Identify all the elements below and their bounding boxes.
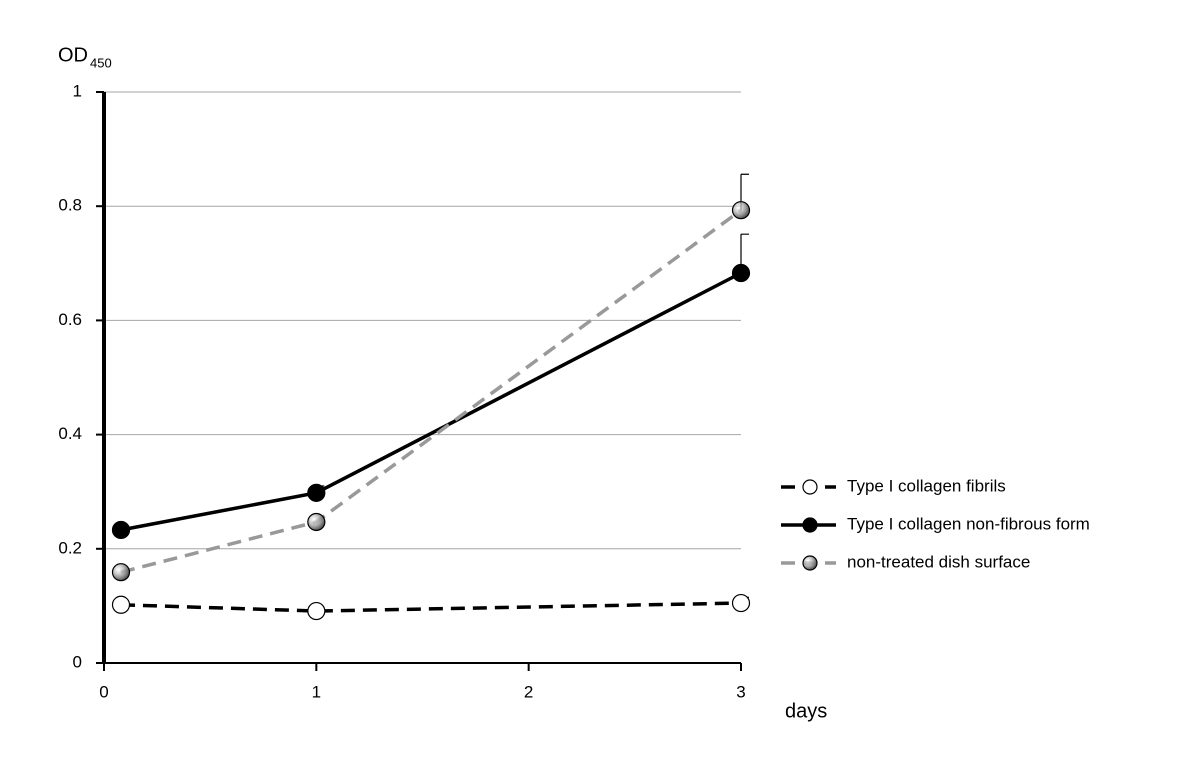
marker — [307, 483, 326, 502]
x-tick-label: 2 — [524, 682, 533, 701]
legend-label: Type I collagen non-fibrous form — [847, 514, 1090, 533]
series-line — [120, 271, 742, 532]
legend-label: Type I collagen fibrils — [847, 476, 1006, 495]
x-tick-label: 3 — [736, 682, 745, 701]
y-axis-label: OD — [58, 44, 88, 66]
marker — [731, 201, 751, 220]
marker — [111, 520, 131, 540]
marker — [307, 601, 326, 621]
legend-marker — [802, 517, 818, 533]
y-tick-label: 1 — [73, 81, 82, 100]
y-axis-label-subscript: 450 — [90, 55, 112, 70]
legend-label: non-treated dish surface — [847, 552, 1030, 571]
series-line — [120, 601, 742, 613]
y-tick-label: 0.8 — [58, 196, 82, 215]
y-tick-label: 0.2 — [58, 538, 82, 557]
marker — [307, 512, 326, 532]
marker — [111, 595, 131, 614]
y-tick-label: 0 — [73, 652, 82, 671]
series-line — [120, 208, 743, 574]
x-tick-label: 0 — [99, 682, 108, 701]
x-tick-label: 1 — [312, 682, 321, 701]
y-tick-label: 0.6 — [58, 310, 82, 329]
marker — [731, 263, 751, 283]
x-axis-label: days — [785, 700, 827, 722]
marker — [111, 563, 131, 582]
marker — [731, 593, 751, 613]
legend-marker — [802, 479, 818, 495]
y-tick-label: 0.4 — [58, 424, 82, 443]
legend-marker — [802, 555, 818, 571]
